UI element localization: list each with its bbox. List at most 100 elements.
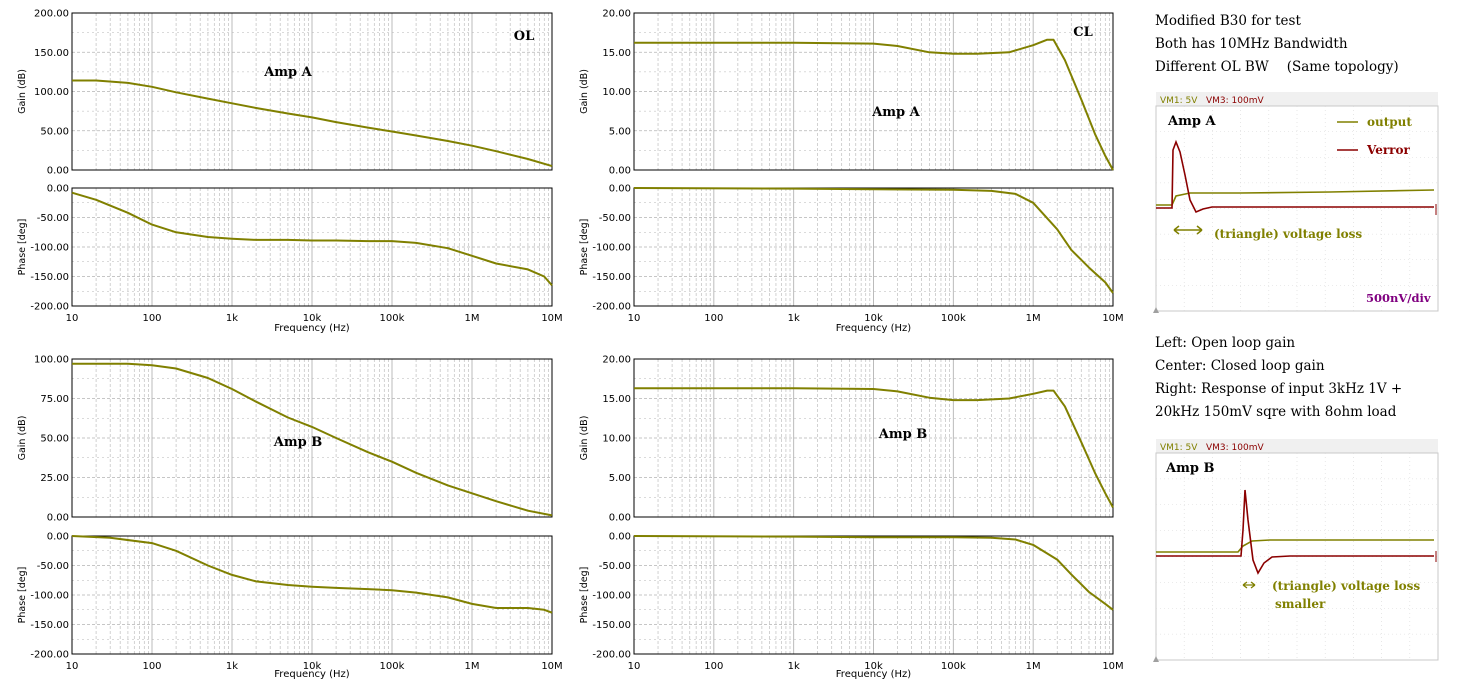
ol-b-phase-ylabel: Phase [deg] — [17, 567, 28, 624]
ol-a-phase-xtick-label: 10 — [66, 313, 79, 324]
scope-a-header-bar — [1156, 92, 1438, 106]
ol-a-gain-frame — [71, 12, 553, 171]
scope-b-header-vm1: VM1: 5V — [1160, 443, 1198, 453]
ol-b-phase-xtick-label: 1M — [465, 661, 480, 672]
ol-b-phase-frame — [71, 535, 553, 655]
scope-b-loss-arrow — [1242, 581, 1256, 589]
ol-a-phase-ytick-label: -50.00 — [37, 213, 69, 224]
ol-a-phase-ytick-label: -150.00 — [30, 272, 69, 283]
ol-b-phase-xtick-label: 100k — [380, 661, 405, 672]
cl-b-label: Amp B — [878, 427, 927, 442]
ol-b-gain-trace — [72, 362, 553, 517]
cl-b-phase-xtick-label: 1M — [1026, 661, 1041, 672]
ol-b-gain-frame — [71, 358, 553, 518]
ol-b-phase-xtick-label: 1k — [226, 661, 238, 672]
cl-b-gain-ytick-label: 15.00 — [602, 394, 631, 405]
cl-a-phase-ytick-label: -100.00 — [592, 243, 631, 254]
cl-a-phase-ytick-label: -50.00 — [599, 213, 631, 224]
cl-b-phase-ylabel: Phase [deg] — [579, 567, 590, 624]
scope-a-legend-output: output — [1367, 115, 1412, 129]
note-line-1: Modified B30 for test — [1155, 13, 1301, 29]
scope-b-annotation: (triangle) voltage loss — [1272, 579, 1420, 593]
cl-b-gain-ytick-label: 0.00 — [609, 513, 631, 524]
ol-a-corner-label: OL — [514, 29, 534, 44]
cl-b-phase-xtick-label: 100k — [941, 661, 966, 672]
cl-b-phase-xtick-label: 10 — [628, 661, 641, 672]
cl-b-gain-ytick-label: 10.00 — [602, 434, 631, 445]
ol-a-phase-ylabel: Phase [deg] — [17, 219, 28, 276]
scope-b-header-bar — [1156, 439, 1438, 453]
ol-a-phase-xtick-label: 1M — [465, 313, 480, 324]
ol-b-phase-xtick-label: 10M — [541, 661, 562, 672]
cl-a-phase-xtick-label: 10k — [864, 313, 883, 324]
ol-a-gain-ytick-label: 150.00 — [34, 48, 69, 59]
cl-b-phase-frame — [633, 535, 1114, 655]
cl-a-phase-xtick-label: 10 — [628, 313, 641, 324]
cl-a-phase-ytick-label: -200.00 — [592, 302, 631, 313]
cl-a-phase-xtick-label: 1k — [788, 313, 800, 324]
note-line-5: Center: Closed loop gain — [1155, 358, 1325, 374]
cl-a-gain-ytick-label: 15.00 — [602, 48, 631, 59]
scope-a-header-vm3: VM3: 100mV — [1206, 96, 1264, 106]
ol-b-phase-xtick-label: 10 — [66, 661, 79, 672]
ol-a-gain-ytick-label: 200.00 — [34, 9, 69, 20]
scope-a-legend-verror: Verror — [1366, 143, 1410, 157]
cl-a-gain-ytick-label: 10.00 — [602, 87, 631, 98]
note-line-3b: (Same topology) — [1286, 59, 1399, 75]
scope-a-annotation: (triangle) voltage loss — [1214, 227, 1362, 241]
ol-b-phase-ytick-label: -50.00 — [37, 561, 69, 572]
cl-b-phase-xtick-label: 10k — [864, 661, 883, 672]
cl-b-gain-ytick-label: 5.00 — [609, 473, 631, 484]
scope-b-annotation2: smaller — [1275, 597, 1326, 611]
ol-a-phase-xtick-label: 100k — [380, 313, 405, 324]
ol-b-phase-ytick-label: -200.00 — [30, 650, 69, 661]
ol-b-phase-trace — [71, 535, 553, 614]
cl-a-gain-frame — [633, 12, 1114, 171]
scope-a-header-vm1: VM1: 5V — [1160, 96, 1198, 106]
scope-b-header-vm3: VM3: 100mV — [1206, 443, 1264, 453]
ol-a-gain-ytick-label: 100.00 — [34, 87, 69, 98]
ol-b-phase-xtick-label: 10k — [303, 661, 322, 672]
cl-b-phase-ytick-label: -100.00 — [592, 591, 631, 602]
cl-a-corner-label: CL — [1073, 25, 1093, 40]
cl-a-gain-ytick-label: 5.00 — [609, 126, 631, 137]
scope-a-loss-arrow — [1173, 225, 1203, 235]
cl-b-phase-ytick-label: -50.00 — [599, 561, 631, 572]
scope-a-bottom-marker — [1153, 307, 1159, 313]
cl-b-phase-ytick-label: -200.00 — [592, 650, 631, 661]
ol-a-phase-xlabel: Frequency (Hz) — [274, 323, 350, 334]
ol-a-phase-xtick-label: 10k — [303, 313, 322, 324]
ol-a-gain-ytick-label: 0.00 — [47, 166, 69, 177]
ol-a-phase-frame — [71, 187, 553, 307]
scope-a-div-label: 500nV/div — [1366, 291, 1431, 305]
cl-a-phase-xtick-label: 10M — [1102, 313, 1123, 324]
cl-b-phase-trace — [633, 535, 1114, 611]
cl-a-gain-trace — [634, 38, 1114, 171]
cl-a-phase-ylabel: Phase [deg] — [579, 219, 590, 276]
ol-b-phase-ytick-label: -150.00 — [30, 620, 69, 631]
ol-b-gain-ylabel: Gain (dB) — [17, 416, 28, 461]
cl-a-phase-xtick-label: 1M — [1026, 313, 1041, 324]
cl-b-phase-ytick-label: 0.00 — [609, 532, 631, 543]
cl-b-phase-xtick-label: 100 — [704, 661, 723, 672]
note-line-4: Left: Open loop gain — [1155, 335, 1296, 351]
cl-a-phase-trace — [633, 187, 1114, 294]
scope-b-bottom-marker — [1153, 656, 1159, 662]
cl-a-gain-ylabel: Gain (dB) — [579, 69, 590, 114]
ol-b-phase-ytick-label: -100.00 — [30, 591, 69, 602]
ol-a-gain-ylabel: Gain (dB) — [17, 69, 28, 114]
ol-a-phase-ytick-label: 0.00 — [47, 184, 69, 195]
cl-a-phase-xtick-label: 100k — [941, 313, 966, 324]
cl-b-gain-frame — [633, 358, 1114, 518]
note-line-7: 20kHz 150mV sqre with 8ohm load — [1155, 404, 1397, 420]
cl-a-label: Amp A — [871, 105, 920, 120]
cl-b-gain-ytick-label: 20.00 — [602, 355, 631, 366]
cl-b-gain-ylabel: Gain (dB) — [579, 416, 590, 461]
ol-b-gain-ytick-label: 50.00 — [40, 434, 69, 445]
scope-a-verror-trace — [1156, 139, 1434, 214]
cl-b-gain-trace — [634, 387, 1114, 508]
cl-a-gain-ytick-label: 0.00 — [609, 166, 631, 177]
ol-a-phase-xtick-label: 100 — [142, 313, 161, 324]
ol-a-label: Amp A — [263, 65, 312, 80]
note-line-3a: Different OL BW — [1155, 59, 1269, 75]
